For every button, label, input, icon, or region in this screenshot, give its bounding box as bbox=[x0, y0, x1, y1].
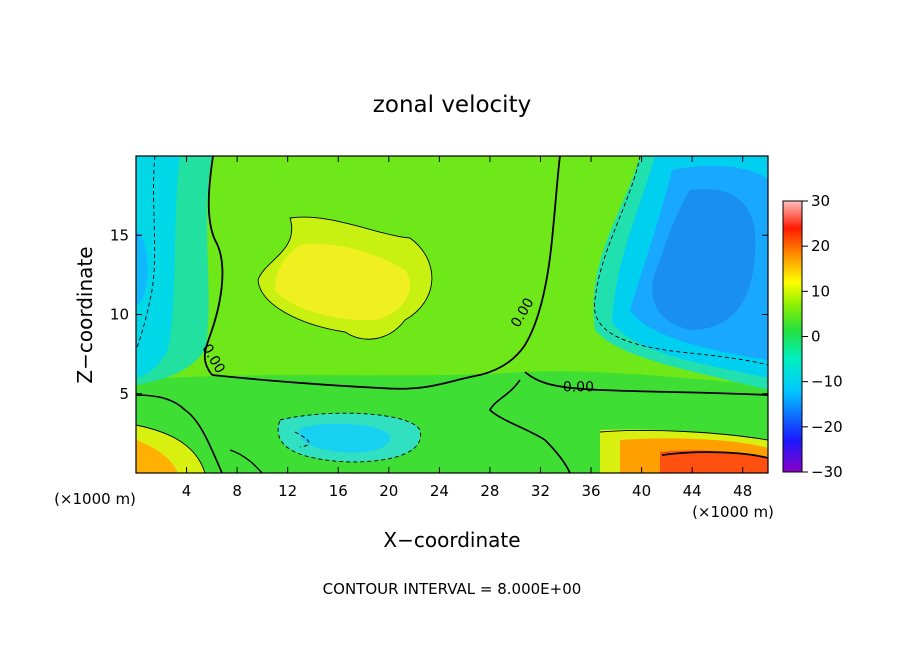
x-tick-label: 4 bbox=[182, 482, 192, 500]
y-tick-label: 15 bbox=[110, 226, 129, 244]
x-axis-label: X−coordinate bbox=[383, 528, 520, 552]
colorbar-tick-label: 30 bbox=[811, 192, 830, 210]
x-tick-label: 44 bbox=[683, 482, 702, 500]
colorbar-tick-label: −30 bbox=[811, 463, 843, 481]
x-tick-label: 8 bbox=[232, 482, 242, 500]
x-tick-label: 36 bbox=[581, 482, 600, 500]
y-tick-label: 5 bbox=[119, 385, 129, 403]
x-tick-label: 40 bbox=[632, 482, 651, 500]
y-tick-label: 10 bbox=[110, 306, 129, 324]
colorbar-tick-label: 20 bbox=[811, 237, 830, 255]
colorbar-tick-label: 10 bbox=[811, 282, 830, 300]
x-unit-left: (×1000 m) bbox=[54, 490, 136, 508]
x-tick-label: 20 bbox=[379, 482, 398, 500]
y-axis: 5 10 15 bbox=[110, 226, 768, 403]
contour-interval-note: CONTOUR INTERVAL = 8.000E+00 bbox=[323, 580, 582, 598]
colorbar-tick-label: −10 bbox=[811, 373, 843, 391]
colorbar-tick-label: −20 bbox=[811, 418, 843, 436]
y-axis-label: Z−coordinate bbox=[73, 246, 97, 383]
x-tick-label: 28 bbox=[480, 482, 499, 500]
x-axis: 4 8 12 16 20 24 28 32 36 40 44 48 bbox=[182, 156, 752, 500]
colorbar-tick-label: 0 bbox=[811, 328, 821, 346]
x-tick-label: 12 bbox=[278, 482, 297, 500]
contour-label: 0.00 bbox=[563, 379, 594, 395]
x-tick-label: 48 bbox=[733, 482, 752, 500]
x-unit-right: (×1000 m) bbox=[692, 503, 774, 521]
x-tick-label: 24 bbox=[430, 482, 449, 500]
colorbar bbox=[782, 200, 803, 473]
colorbar-ticks: 30 20 10 0 −10 −20 −30 bbox=[802, 192, 843, 481]
chart-title: zonal velocity bbox=[373, 92, 531, 118]
x-tick-label: 16 bbox=[329, 482, 348, 500]
heatmap-field bbox=[136, 156, 768, 473]
x-tick-label: 32 bbox=[531, 482, 550, 500]
